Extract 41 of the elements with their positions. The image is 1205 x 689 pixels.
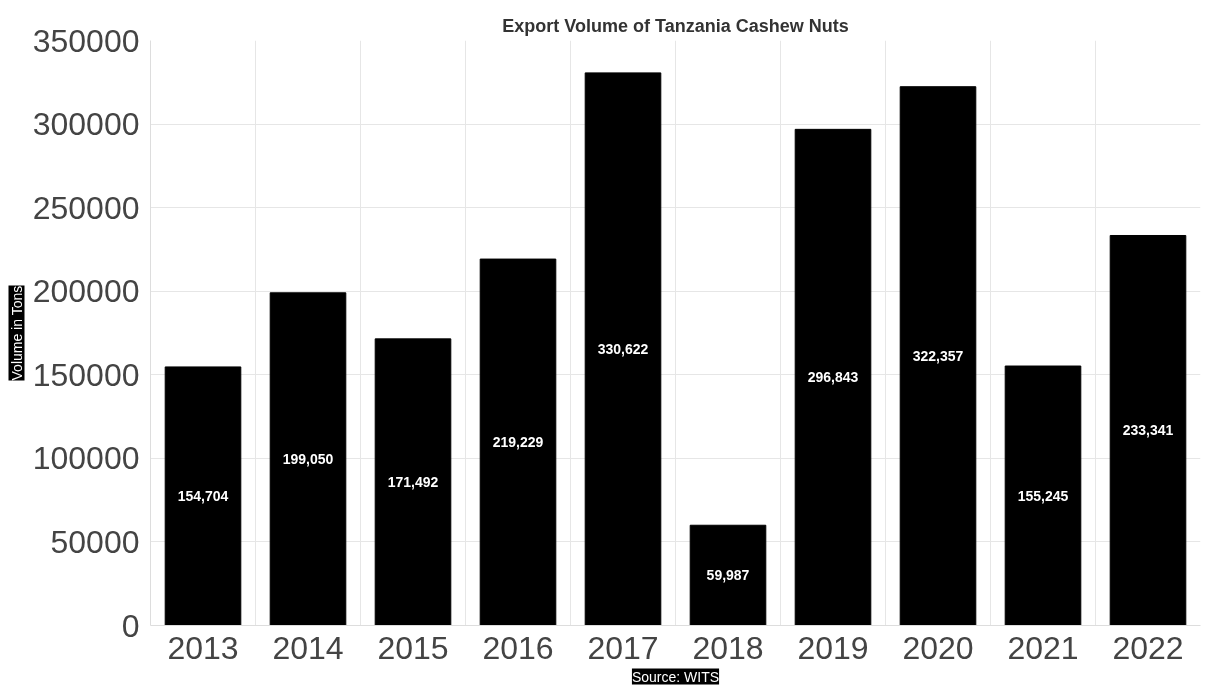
data-label: 330,622 [597, 341, 649, 358]
data-label: 296,843 [807, 369, 859, 386]
x-tick-label: 2020 [902, 629, 974, 666]
x-tick-label: 2014 [272, 629, 344, 666]
bar [899, 86, 977, 626]
x-tick-label: 2019 [797, 629, 869, 666]
y-tick-label: 50000 [50, 523, 140, 560]
x-tick-label: 2015 [377, 629, 449, 666]
bar [689, 524, 767, 626]
bar [794, 128, 872, 626]
y-tick-label: 200000 [32, 273, 140, 310]
bar [1109, 234, 1187, 626]
y-tick-label: 100000 [32, 440, 140, 477]
bar [584, 72, 662, 626]
y-tick-label: 0 [121, 607, 140, 644]
data-label: 171,492 [387, 474, 439, 491]
data-label: 199,050 [282, 451, 334, 468]
chart-title: Export Volume of Tanzania Cashew Nuts [502, 15, 849, 36]
x-tick-label: 2022 [1112, 629, 1184, 666]
x-tick-label: 2021 [1007, 629, 1079, 666]
data-label: 155,245 [1017, 487, 1069, 504]
x-tick-label: 2018 [692, 629, 764, 666]
bar [269, 292, 347, 626]
bar [1004, 365, 1082, 626]
data-label: 322,357 [912, 348, 964, 365]
data-label: 233,341 [1122, 422, 1174, 439]
bar [374, 338, 452, 626]
y-tick-label: 300000 [32, 106, 140, 143]
x-tick-label: 2013 [167, 629, 239, 666]
data-label: 59,987 [706, 567, 750, 584]
y-tick-label: 250000 [32, 189, 140, 226]
y-tick-label: 350000 [32, 22, 140, 59]
x-tick-label: 2017 [587, 629, 659, 666]
y-tick-label: 150000 [32, 356, 140, 393]
data-label: 154,704 [177, 488, 229, 505]
x-tick-label: 2016 [482, 629, 554, 666]
bar [479, 258, 557, 626]
data-label: 219,229 [492, 434, 544, 451]
source-note: Source: WITS [631, 668, 720, 685]
bar [164, 366, 242, 626]
y-axis-title: Volume in Tons [8, 285, 25, 381]
